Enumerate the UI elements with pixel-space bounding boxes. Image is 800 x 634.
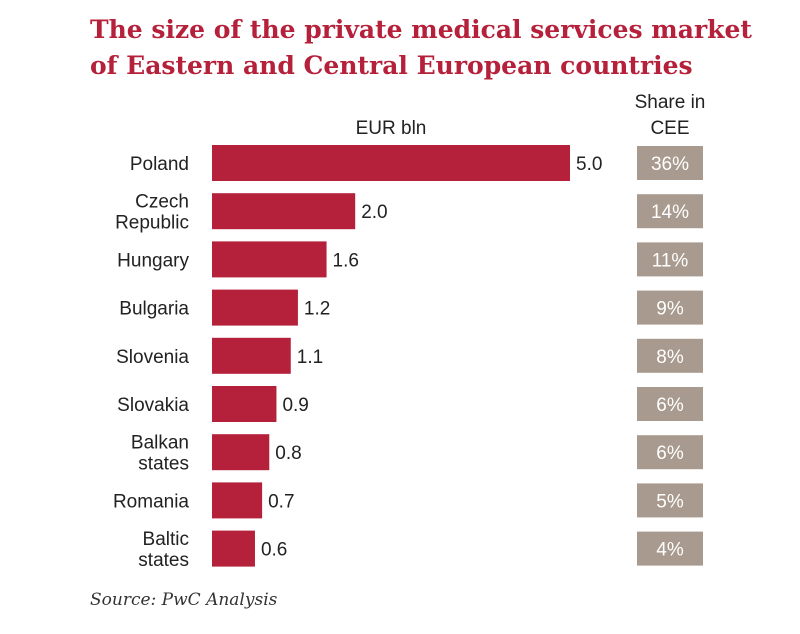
share-box	[637, 146, 703, 180]
category-label: states	[138, 550, 189, 571]
category-label: states	[138, 454, 189, 475]
category-label: Slovakia	[117, 395, 189, 416]
x-axis-label: EUR bln	[356, 118, 427, 139]
category-label: Romania	[113, 491, 189, 512]
share-box	[637, 531, 703, 566]
bar	[212, 289, 298, 326]
bar	[212, 482, 263, 519]
source-note: Source: PwC Analysis	[90, 590, 278, 610]
share-header-line-1: Share in	[635, 92, 706, 113]
share-box	[637, 338, 703, 373]
chart-title: The size of the private medical services…	[90, 12, 752, 84]
share-value-label: 14%	[651, 202, 689, 223]
chart-title-line-2: of Eastern and Central European countrie…	[90, 51, 693, 80]
category-label: Poland	[130, 154, 189, 175]
bar-value-label: 0.9	[282, 395, 308, 416]
share-box	[637, 483, 703, 518]
category-label: Baltic	[143, 529, 189, 550]
bar	[212, 241, 327, 278]
category-label: Hungary	[117, 250, 189, 271]
share-value-label: 8%	[656, 347, 684, 368]
bar-value-label: 1.2	[304, 299, 330, 320]
category-label: Balkan	[131, 433, 189, 454]
bar-value-label: 2.0	[361, 202, 387, 223]
share-box	[637, 194, 703, 229]
bar-value-label: 1.6	[333, 250, 359, 271]
bar	[212, 530, 255, 567]
share-box	[637, 435, 703, 470]
share-value-label: 36%	[651, 154, 689, 175]
share-value-label: 6%	[656, 443, 684, 464]
bar-value-label: 5.0	[576, 154, 602, 175]
bar-value-label: 0.6	[261, 540, 287, 561]
share-box	[637, 387, 703, 421]
bar-value-label: 0.7	[268, 491, 294, 512]
bar	[212, 337, 291, 374]
category-label: Czech	[135, 192, 189, 213]
share-value-label: 9%	[656, 299, 684, 320]
share-value-label: 11%	[652, 250, 689, 271]
chart-title-line-1: The size of the private medical services…	[90, 15, 752, 44]
bar-value-label: 1.1	[297, 347, 323, 368]
category-label: Republic	[115, 213, 189, 234]
share-header-line-2: CEE	[650, 118, 689, 139]
bar	[212, 434, 270, 471]
category-label: Bulgaria	[119, 299, 189, 320]
bar	[212, 193, 356, 230]
bar-value-label: 0.8	[275, 443, 301, 464]
share-value-label: 4%	[656, 540, 684, 561]
share-value-label: 5%	[656, 491, 684, 512]
share-box	[637, 242, 703, 277]
category-label: Slovenia	[116, 347, 189, 368]
bar	[212, 386, 277, 422]
bar	[212, 145, 570, 181]
share-value-label: 6%	[656, 395, 684, 416]
share-box	[637, 290, 703, 325]
